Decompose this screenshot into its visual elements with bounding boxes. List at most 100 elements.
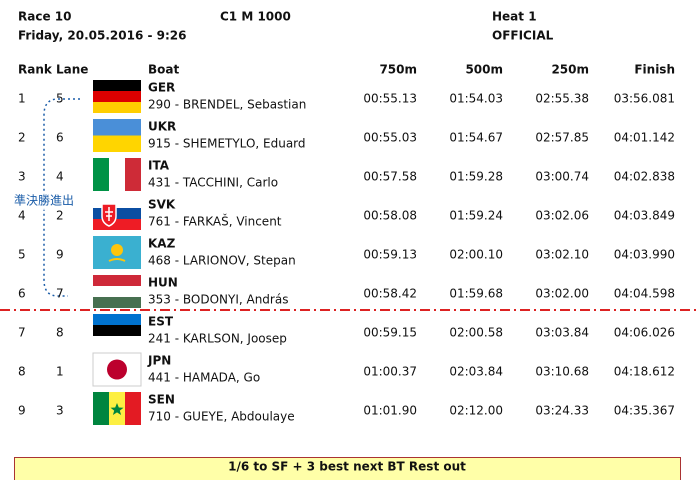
rank: 4 — [18, 209, 26, 223]
time-t500: 02:00.10 — [449, 248, 503, 262]
column-header: Rank — [18, 63, 53, 77]
flag-stripe — [93, 119, 141, 136]
rank: 1 — [18, 92, 26, 106]
time-t750: 01:00.37 — [363, 365, 417, 379]
flag-stripe — [93, 275, 141, 286]
country: UKR — [148, 120, 176, 134]
time-t750: 00:59.13 — [363, 248, 417, 262]
country: EST — [148, 315, 174, 329]
flag-stripe — [93, 325, 141, 336]
flag-stripe — [93, 135, 141, 152]
flag-emblem — [111, 244, 123, 256]
column-header: Boat — [148, 63, 179, 77]
time-t500: 02:03.84 — [449, 365, 503, 379]
time-finish: 04:04.598 — [614, 287, 675, 301]
lane: 4 — [56, 170, 64, 184]
time-t750: 00:55.03 — [363, 131, 417, 145]
flag-emblem — [108, 258, 126, 262]
flag-stripe — [93, 102, 141, 113]
athlete: 761 - FARKAŠ, Vincent — [148, 214, 282, 229]
rank: 7 — [18, 326, 26, 340]
time-t750: 00:59.15 — [363, 326, 417, 340]
athlete: 431 - TACCHINI, Carlo — [148, 176, 278, 190]
time-finish: 04:02.838 — [614, 170, 675, 184]
time-finish: 04:35.367 — [614, 404, 675, 418]
time-t500: 02:12.00 — [449, 404, 503, 418]
time-t250: 03:02.10 — [535, 248, 589, 262]
country: ITA — [148, 159, 170, 173]
lane: 1 — [56, 365, 64, 379]
lane: 2 — [56, 209, 64, 223]
time-finish: 04:18.612 — [614, 365, 675, 379]
lane: 3 — [56, 404, 64, 418]
time-t500: 01:54.03 — [449, 92, 503, 106]
country: JPN — [147, 354, 171, 368]
athlete: 441 - HAMADA, Go — [148, 371, 260, 385]
flag — [93, 197, 141, 230]
time-t750: 00:57.58 — [363, 170, 417, 184]
flag-stripe — [93, 392, 109, 425]
country: SVK — [148, 198, 176, 212]
flag — [93, 314, 141, 347]
rank: 5 — [18, 248, 26, 262]
footer-box — [14, 457, 681, 484]
time-finish: 04:03.990 — [614, 248, 675, 262]
flag-stripe — [93, 297, 141, 308]
lane: 6 — [56, 131, 64, 145]
time-t250: 03:02.06 — [535, 209, 589, 223]
flag-emblem — [107, 359, 127, 380]
athlete: 353 - BODONYI, András — [148, 293, 288, 307]
country: GER — [148, 81, 175, 95]
column-header: 250m — [551, 63, 589, 77]
lane: 5 — [56, 92, 64, 106]
time-t750: 00:58.08 — [363, 209, 417, 223]
lane: 7 — [56, 287, 64, 301]
athlete: 468 - LARIONOV, Stepan — [148, 254, 296, 268]
time-t500: 02:00.58 — [449, 326, 503, 340]
flag — [93, 80, 141, 113]
flag-emblem — [105, 207, 113, 221]
time-t250: 03:00.74 — [535, 170, 589, 184]
athlete: 290 - BRENDEL, Sebastian — [148, 98, 306, 112]
flag-stripe — [93, 336, 141, 347]
rank: 3 — [18, 170, 26, 184]
flag-stripe — [93, 219, 141, 230]
athlete: 241 - KARLSON, Joosep — [148, 332, 287, 346]
rank: 6 — [18, 287, 26, 301]
lane: 8 — [56, 326, 64, 340]
time-t250: 03:24.33 — [535, 404, 589, 418]
country: HUN — [148, 276, 178, 290]
column-header: 500m — [465, 63, 503, 77]
rank: 8 — [18, 365, 26, 379]
flag-stripe — [93, 197, 141, 208]
athlete: 915 - SHEMETYLO, Eduard — [148, 137, 306, 151]
date: Friday, 20.05.2016 - 9:26 — [18, 29, 187, 43]
time-t750: 00:55.13 — [363, 92, 417, 106]
flag — [93, 119, 141, 152]
event: C1 M 1000 — [220, 10, 291, 24]
flag — [93, 158, 141, 191]
flag — [93, 236, 141, 269]
time-t500: 01:59.28 — [449, 170, 503, 184]
time-t250: 02:55.38 — [535, 92, 589, 106]
flag-stripe — [109, 158, 125, 191]
time-t500: 01:59.68 — [449, 287, 503, 301]
rank: 2 — [18, 131, 26, 145]
flag — [93, 275, 141, 308]
time-t750: 01:01.90 — [363, 404, 417, 418]
rank: 9 — [18, 404, 26, 418]
time-t750: 00:58.42 — [363, 287, 417, 301]
flag-stripe — [93, 286, 141, 297]
column-header: Lane — [56, 63, 88, 77]
flag-emblem — [110, 403, 124, 415]
time-t500: 01:59.24 — [449, 209, 503, 223]
flag-stripe — [93, 158, 109, 191]
time-finish: 04:03.849 — [614, 209, 675, 223]
column-header: Finish — [634, 63, 675, 77]
flag-stripe — [93, 91, 141, 102]
flag-stripe — [125, 158, 141, 191]
column-header: 750m — [379, 63, 417, 77]
time-t500: 01:54.67 — [449, 131, 503, 145]
